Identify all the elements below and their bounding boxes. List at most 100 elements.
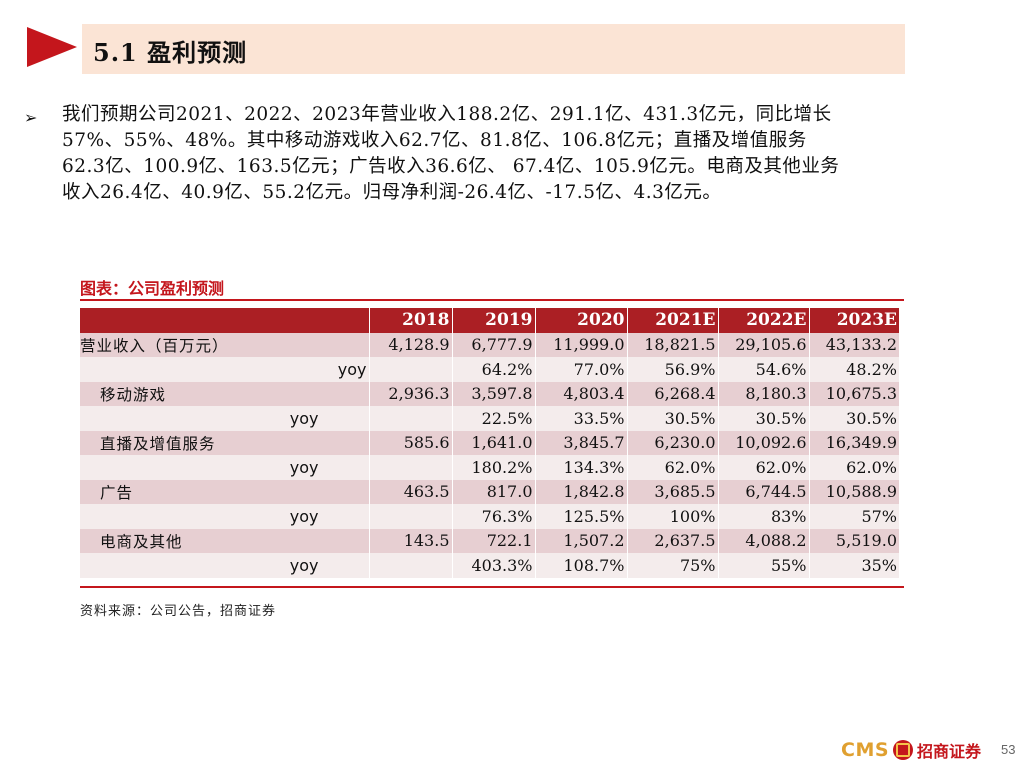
- header-cell: 2020: [534, 308, 627, 333]
- table-cell: 75%: [626, 553, 718, 578]
- table-cell: 722.1: [451, 528, 535, 553]
- row-label: yoy: [80, 455, 369, 480]
- table-cell: 2,637.5: [626, 528, 718, 553]
- table-cell: 30.5%: [717, 406, 809, 431]
- table-cell: 35%: [808, 553, 899, 578]
- header-cell: 2021E: [626, 308, 718, 333]
- table-row: 移动游戏 2,936.3 3,597.8 4,803.4 6,268.4 8,1…: [80, 381, 899, 406]
- table-row: 广告 463.5 817.0 1,842.8 3,685.5 6,744.5 1…: [80, 479, 899, 504]
- row-label: yoy: [80, 357, 369, 382]
- header-cell: 2018: [368, 308, 452, 333]
- table-bottom-rule: [80, 586, 904, 588]
- source-note: 资料来源：公司公告，招商证券: [80, 604, 277, 619]
- table-cell: 16,349.9: [808, 430, 899, 455]
- table-cell: 76.3%: [451, 504, 535, 529]
- table-cell: 48.2%: [808, 357, 899, 382]
- header-cell: 2022E: [717, 308, 809, 333]
- bullet-line: 57%、55%、48%。其中移动游戏收入62.7亿、81.8亿、106.8亿元；…: [62, 130, 807, 151]
- bullet-paragraph: 我们预期公司2021、2022、2023年营业收入188.2亿、291.1亿、4…: [62, 102, 922, 206]
- row-label: 直播及增值服务: [80, 430, 369, 455]
- title-bar: [82, 24, 905, 74]
- table-cell: 62.0%: [717, 455, 809, 480]
- table-cell: 125.5%: [534, 504, 627, 529]
- table-cell: 6,268.4: [626, 381, 718, 406]
- row-label: yoy: [80, 553, 369, 578]
- row-label: 广告: [80, 479, 369, 504]
- table-cell: 83%: [717, 504, 809, 529]
- table-cell: 463.5: [368, 479, 452, 504]
- table-cell: 30.5%: [808, 406, 899, 431]
- page-number: 53: [1001, 742, 1016, 757]
- table-row: 营业收入（百万元） 4,128.9 6,777.9 11,999.0 18,82…: [80, 332, 899, 357]
- table-cell: 22.5%: [451, 406, 535, 431]
- table-row: yoy 403.3% 108.7% 75% 55% 35%: [80, 553, 899, 578]
- page-title: 5.1 盈利预测: [93, 38, 248, 67]
- bullet-line: 62.3亿、100.9亿、163.5亿元；广告收入36.6亿、 67.4亿、10…: [62, 156, 840, 177]
- table-cell: [368, 455, 452, 480]
- table-cell: [368, 406, 452, 431]
- table-cell: 10,092.6: [717, 430, 809, 455]
- table-header-row: 2018 2019 2020 2021E 2022E 2023E: [80, 308, 899, 333]
- table-cell: 403.3%: [451, 553, 535, 578]
- table-cell: 54.6%: [717, 357, 809, 382]
- table-cell: [368, 553, 452, 578]
- logo-badge-icon: [893, 740, 914, 760]
- table-cell: 8,180.3: [717, 381, 809, 406]
- row-label: 移动游戏: [80, 381, 369, 406]
- table-cell: 2,936.3: [368, 381, 452, 406]
- header-cell: [80, 308, 369, 333]
- forecast-table: 2018 2019 2020 2021E 2022E 2023E 营业收入（百万…: [80, 308, 899, 578]
- table-cell: 1,641.0: [451, 430, 535, 455]
- logo-chinese-text: 招商证券: [917, 742, 982, 761]
- row-label: 电商及其他: [80, 528, 369, 553]
- table-cell: 11,999.0: [534, 332, 627, 357]
- table-cell: 77.0%: [534, 357, 627, 382]
- table-cell: 134.3%: [534, 455, 627, 480]
- table-cell: 64.2%: [451, 357, 535, 382]
- table-cell: 30.5%: [626, 406, 718, 431]
- row-label: yoy: [80, 406, 369, 431]
- table-cell: 1,507.2: [534, 528, 627, 553]
- table-cell: 62.0%: [808, 455, 899, 480]
- table-row: 电商及其他 143.5 722.1 1,507.2 2,637.5 4,088.…: [80, 528, 899, 553]
- bullet-arrow-icon: ➢: [24, 108, 38, 127]
- header-cell: 2023E: [808, 308, 899, 333]
- table-cell: 6,777.9: [451, 332, 535, 357]
- table-cell: [368, 504, 452, 529]
- table-cell: [368, 357, 452, 382]
- table-cell: 3,845.7: [534, 430, 627, 455]
- table-cell: 1,842.8: [534, 479, 627, 504]
- table-cell: 57%: [808, 504, 899, 529]
- table-cell: 56.9%: [626, 357, 718, 382]
- table-row: yoy 64.2% 77.0% 56.9% 54.6% 48.2%: [80, 357, 899, 382]
- table-row: yoy 180.2% 134.3% 62.0% 62.0% 62.0%: [80, 455, 899, 480]
- bullet-line: 收入26.4亿、40.9亿、55.2亿元。归母净利润-26.4亿、-17.5亿、…: [62, 182, 722, 203]
- table-row: yoy 22.5% 33.5% 30.5% 30.5% 30.5%: [80, 406, 899, 431]
- table-cell: 180.2%: [451, 455, 535, 480]
- logo-latin-text: CMS: [841, 739, 890, 761]
- table-cell: 55%: [717, 553, 809, 578]
- bullet-line: 我们预期公司2021、2022、2023年营业收入188.2亿、291.1亿、4…: [62, 104, 832, 125]
- table-cell: 10,588.9: [808, 479, 899, 504]
- table-cell: 108.7%: [534, 553, 627, 578]
- table-title: 图表：公司盈利预测: [80, 279, 225, 298]
- table-row: yoy 76.3% 125.5% 100% 83% 57%: [80, 504, 899, 529]
- table-cell: 3,685.5: [626, 479, 718, 504]
- title-arrow-icon: [27, 27, 77, 67]
- header-cell: 2019: [451, 308, 535, 333]
- row-label: 营业收入（百万元）: [80, 332, 369, 357]
- table-cell: 6,744.5: [717, 479, 809, 504]
- table-cell: 5,519.0: [808, 528, 899, 553]
- table-row: 直播及增值服务 585.6 1,641.0 3,845.7 6,230.0 10…: [80, 430, 899, 455]
- table-cell: 18,821.5: [626, 332, 718, 357]
- table-cell: 29,105.6: [717, 332, 809, 357]
- table-cell: 62.0%: [626, 455, 718, 480]
- table-cell: 10,675.3: [808, 381, 899, 406]
- table-cell: 4,803.4: [534, 381, 627, 406]
- table-cell: 4,088.2: [717, 528, 809, 553]
- table-cell: 585.6: [368, 430, 452, 455]
- table-cell: 3,597.8: [451, 381, 535, 406]
- table-cell: 4,128.9: [368, 332, 452, 357]
- table-cell: 33.5%: [534, 406, 627, 431]
